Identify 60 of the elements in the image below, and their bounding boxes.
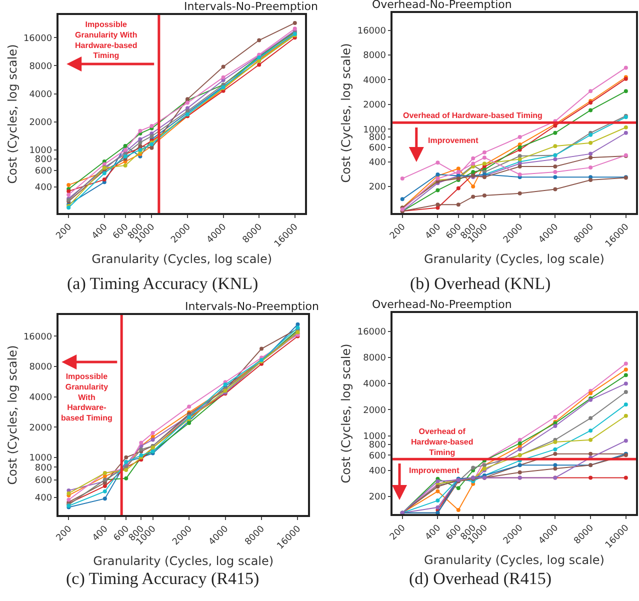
y-tick-label: 400 [368, 158, 386, 168]
y-tick-label: 600 [34, 166, 52, 177]
x-tick-label: 200 [54, 524, 74, 544]
y-tick-label: 4000 [29, 90, 52, 100]
y-tick-label: 1000 [29, 454, 52, 464]
annotation: Overhead of Hardware-based Timing [403, 111, 543, 120]
y-tick-label: 200 [368, 492, 386, 503]
y-tick-label: 8000 [29, 362, 52, 373]
y-axis-title: Cost (Cycles, log scale) [5, 345, 20, 485]
y-tick-label: 800 [368, 440, 386, 450]
y-tick-label: 400 [368, 466, 386, 477]
y-tick-label: 200 [368, 182, 386, 193]
y-axis-title: Cost (Cycles, log scale) [339, 344, 354, 484]
y-tick-label: 16000 [23, 34, 52, 44]
chart-title: Overhead-No-Preemption [372, 298, 512, 311]
y-tick-label: 8000 [363, 354, 386, 364]
y-tick-label: 16000 [357, 26, 386, 36]
y-tick-label: 1000 [363, 432, 386, 442]
annotation: Impossible Granularity With Hardware-based Timing [75, 20, 138, 60]
y-tick-label: 800 [34, 463, 52, 474]
y-axis-title: Cost (Cycles, log scale) [5, 44, 20, 184]
text: (d) Overhead (R415) [409, 569, 552, 588]
y-tick-label: 8000 [29, 62, 52, 72]
chart-title: Overhead-No-Preemption [372, 0, 512, 11]
y-tick-label: 2000 [363, 406, 386, 416]
y-tick-label: 4000 [363, 76, 386, 86]
y-tick-label: 16000 [357, 327, 386, 338]
y-tick-label: 16000 [23, 332, 52, 342]
annotation: Impossible Granularity With Hardware- based Timing [61, 372, 113, 423]
y-tick-label: 800 [34, 155, 52, 166]
x-tick-label: 400 [424, 222, 444, 242]
y-tick-label: 1000 [29, 146, 52, 156]
annotation: Improvement [428, 136, 479, 145]
y-tick-label: 2000 [29, 423, 52, 434]
x-axis-title: Granularity (Cycles, log scale) [92, 252, 272, 266]
text: (a) Timing Accuracy (KNL) [67, 274, 258, 293]
y-tick-label: 4000 [29, 392, 52, 403]
y-tick-label: 2000 [29, 118, 52, 128]
x-axis-title: Granularity (Cycles, log scale) [424, 252, 605, 266]
y-axis-title: Cost (Cycles, log scale) [339, 43, 354, 183]
annotation: Overhead of Hardware-based Timing [411, 427, 474, 457]
y-tick-label: 400 [34, 494, 52, 504]
text: (b) Overhead (KNL) [410, 274, 551, 293]
x-axis-title: Granularity (Cycles, log scale) [424, 553, 605, 568]
y-tick-label: 600 [34, 476, 52, 486]
y-tick-label: 8000 [363, 51, 386, 62]
x-tick-label: 400 [424, 523, 444, 543]
x-tick-label: 400 [90, 222, 110, 242]
y-tick-label: 400 [34, 183, 52, 194]
y-tick-label: 600 [368, 143, 386, 154]
y-tick-label: 800 [368, 133, 386, 144]
chart-title: Intervals-No-Preemption [185, 300, 320, 313]
y-tick-label: 600 [368, 451, 386, 462]
chart-title: Intervals-No-Preemption [184, 0, 318, 13]
text: (c) Timing Accuracy (R415) [66, 569, 260, 588]
y-tick-label: 4000 [363, 380, 386, 390]
x-axis-title: Granularity (Cycles, log scale) [93, 554, 274, 568]
x-tick-label: 400 [91, 524, 110, 544]
y-tick-label: 2000 [363, 100, 386, 111]
annotation: Improvement [409, 466, 460, 475]
